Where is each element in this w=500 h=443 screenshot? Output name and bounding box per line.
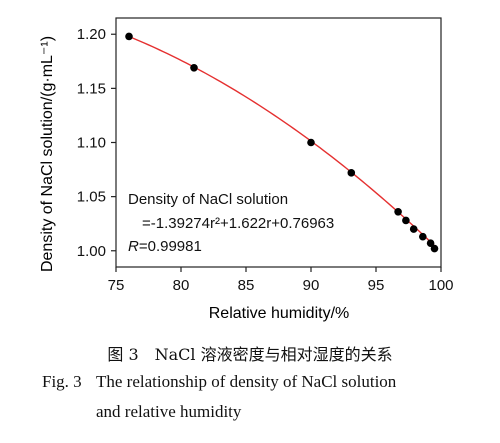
data-point-3 xyxy=(347,169,356,177)
x-tick-label-4: 95 xyxy=(368,277,385,294)
caption-english-line1: Fig. 3 The relationship of density of NaC… xyxy=(42,372,396,392)
r-symbol: R xyxy=(128,238,139,255)
x-tick-label-0: 75 xyxy=(108,277,125,294)
y-tick-label-0: 1.00 xyxy=(77,243,106,260)
r-value: =0.99981 xyxy=(139,238,202,255)
data-point-0 xyxy=(125,32,133,41)
caption-figure-number: Fig. 3 xyxy=(42,372,82,391)
x-axis-label: Relative humidity/% xyxy=(209,305,350,322)
caption-english-text: The relationship of density of NaCl solu… xyxy=(96,372,397,391)
fit-curve xyxy=(128,35,435,247)
axis-ticks xyxy=(111,33,442,272)
caption-chinese: 图 3 NaCl 溶液密度与相对湿度的关系 xyxy=(107,345,393,364)
chart-figure: Density of NaCl solution/(g·mL⁻¹) 75 80 85… xyxy=(39,17,454,322)
data-point-8 xyxy=(426,239,435,247)
y-tick-label-3: 1.15 xyxy=(77,80,106,97)
x-tick-label-5: 100 xyxy=(428,277,453,294)
annotation-r-value: R=0.99981 xyxy=(128,238,202,255)
y-tick-label-2: 1.10 xyxy=(77,135,106,152)
y-axis-label: Density of NaCl solution/(g·mL⁻¹) xyxy=(39,36,56,272)
y-tick-label-4: 1.20 xyxy=(77,26,106,43)
caption-english-text-cont: and relative humidity xyxy=(96,402,242,421)
annotation-title: Density of NaCl solution xyxy=(128,191,288,208)
x-tick-label-2: 85 xyxy=(238,277,255,294)
annotation-equation: =-1.39274r²+1.622r+0.76963 xyxy=(142,215,334,232)
data-point-7 xyxy=(419,232,427,241)
caption-english-line2: and relative humidity xyxy=(42,402,241,422)
axis-tick-labels: 75 80 85 90 95 100 1.00 1.05 1.10 1.15 1.20 xyxy=(77,26,454,294)
data-point-5 xyxy=(402,216,410,225)
data-point-9 xyxy=(430,244,439,253)
y-tick-label-1: 1.05 xyxy=(77,189,106,206)
data-point-4 xyxy=(394,207,402,216)
data-point-1 xyxy=(190,64,198,72)
data-point-2 xyxy=(307,138,315,147)
data-point-6 xyxy=(409,225,418,233)
x-tick-label-3: 90 xyxy=(303,277,320,294)
x-tick-label-1: 80 xyxy=(173,277,190,294)
data-points xyxy=(125,32,439,253)
y-axis-label-group: Density of NaCl solution/(g·mL⁻¹) xyxy=(39,36,56,272)
equation-annotation: Density of NaCl solution =-1.39274r²+1.6… xyxy=(128,191,334,255)
